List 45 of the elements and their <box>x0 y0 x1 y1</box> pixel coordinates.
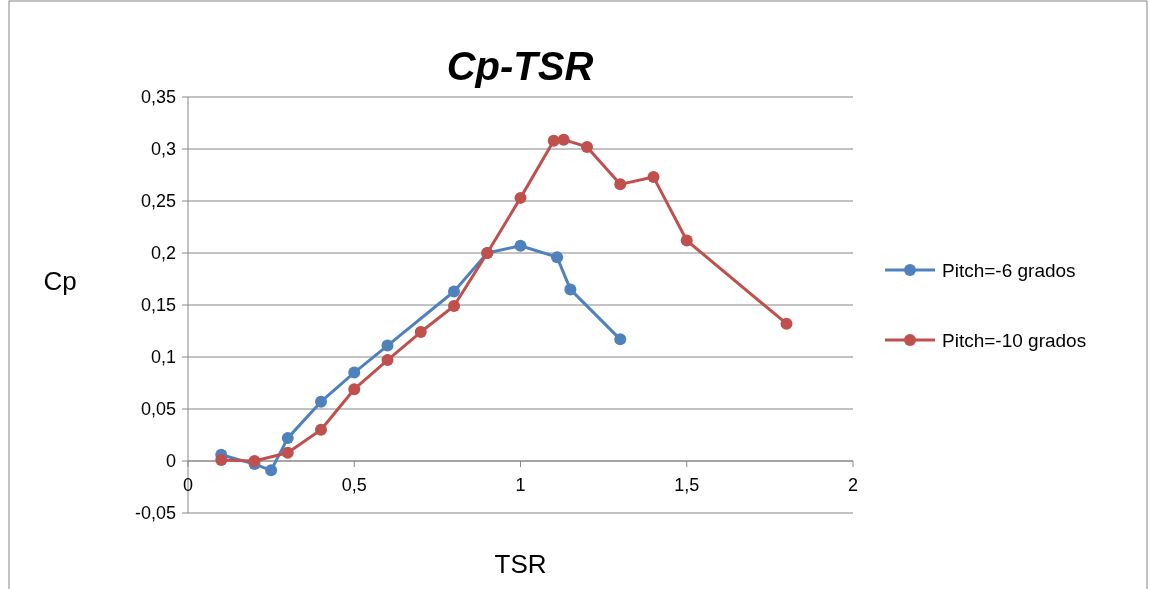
point <box>315 395 327 408</box>
point <box>448 285 460 298</box>
point <box>614 178 627 191</box>
point <box>381 354 394 367</box>
y-tick-label: 0,05 <box>140 399 176 420</box>
point <box>381 339 394 352</box>
point <box>348 366 361 379</box>
point <box>281 432 294 445</box>
y-axis-title: Cp <box>43 266 77 296</box>
chart-title: Cp-TSR <box>446 44 594 88</box>
x-tick-label: 2 <box>847 475 859 495</box>
point <box>564 283 577 296</box>
y-tick-label: 0,2 <box>150 243 176 264</box>
point <box>265 464 278 477</box>
point <box>780 317 793 330</box>
point <box>448 300 460 313</box>
x-axis-title: TSR <box>494 549 547 579</box>
point <box>215 453 228 466</box>
point <box>281 446 294 459</box>
point <box>551 251 564 264</box>
x-tick-label: 1,5 <box>674 475 700 495</box>
x-tick-label: 0 <box>182 475 194 495</box>
point <box>680 234 693 247</box>
point <box>315 423 327 436</box>
point <box>547 134 560 147</box>
point <box>581 140 593 153</box>
y-tick-label: 0,3 <box>150 139 176 160</box>
point <box>348 383 361 396</box>
point <box>647 171 660 184</box>
point <box>414 326 427 339</box>
y-tick-label: -0,05 <box>134 503 176 524</box>
y-tick-label: 0 <box>165 451 176 472</box>
y-tick-label: 0,15 <box>140 295 176 316</box>
point <box>514 191 527 204</box>
legend-label: Pitch=-10 grados <box>942 329 1087 351</box>
x-tick-label: 0,5 <box>341 475 367 495</box>
y-tick-label: 0,1 <box>150 347 176 368</box>
y-tick-label: 0,25 <box>140 191 176 212</box>
legend-label: Pitch=-6 grados <box>942 259 1076 281</box>
point <box>557 133 570 146</box>
y-tick-label: 0,35 <box>140 87 176 108</box>
point <box>248 455 261 467</box>
point <box>614 333 627 346</box>
point <box>514 239 527 252</box>
x-tick-label: 1 <box>515 475 526 495</box>
